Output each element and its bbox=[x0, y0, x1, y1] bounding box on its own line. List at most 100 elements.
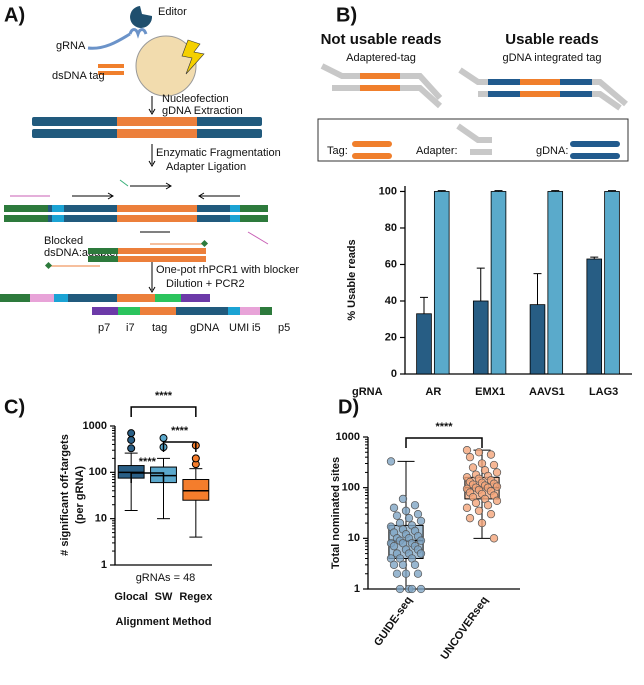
error-bar bbox=[551, 190, 560, 192]
panel-label: C) bbox=[4, 396, 25, 418]
point bbox=[492, 468, 502, 477]
outlier bbox=[127, 429, 136, 438]
y-tick-label: 1000 bbox=[336, 431, 360, 443]
point bbox=[401, 506, 411, 515]
diagram-subtitle: gDNA integrated tag bbox=[502, 52, 601, 64]
panel-label: B) bbox=[336, 4, 357, 26]
bar bbox=[604, 191, 620, 375]
y-tick-label: 100 bbox=[89, 466, 107, 478]
point bbox=[474, 506, 484, 515]
read-diagram: Not usable reads Adaptered-tag Usable re… bbox=[317, 31, 629, 162]
bracket bbox=[130, 472, 165, 483]
bar bbox=[529, 304, 546, 375]
point bbox=[404, 514, 414, 523]
x-tick-label: Regex bbox=[179, 591, 213, 603]
label: UMI bbox=[229, 322, 249, 334]
x-tick-label: SW bbox=[155, 591, 173, 603]
point bbox=[410, 501, 420, 510]
point bbox=[462, 446, 472, 455]
y-tick-label: 10 bbox=[95, 513, 107, 525]
bracket bbox=[162, 441, 197, 452]
point bbox=[392, 511, 402, 520]
y-tick-label: 1 bbox=[354, 583, 360, 595]
point bbox=[465, 453, 475, 462]
label: Blocked bbox=[44, 235, 83, 247]
label: Editor bbox=[158, 6, 187, 18]
point bbox=[389, 542, 399, 551]
diagram-title: Not usable reads bbox=[321, 31, 442, 48]
x-tick-label: Glocal bbox=[114, 591, 148, 603]
label: gDNA bbox=[190, 322, 220, 334]
bar bbox=[490, 191, 507, 375]
point bbox=[477, 518, 487, 528]
legend-label: gDNA: bbox=[536, 145, 568, 157]
point bbox=[483, 501, 493, 510]
point bbox=[392, 569, 402, 578]
point bbox=[477, 459, 487, 468]
label: dsDNA tag bbox=[52, 70, 105, 82]
point bbox=[389, 560, 399, 569]
label: Nucleofection bbox=[162, 93, 229, 105]
label: gDNA Extraction bbox=[162, 105, 243, 117]
point bbox=[395, 584, 405, 594]
panel-label: D) bbox=[338, 396, 359, 418]
label: One-pot rhPCR1 with blocker bbox=[156, 264, 299, 276]
point bbox=[486, 450, 496, 459]
y-tick-label: 80 bbox=[385, 222, 397, 234]
significance: **** bbox=[139, 456, 157, 468]
panel-label: A) bbox=[4, 4, 25, 26]
outlier bbox=[191, 454, 200, 463]
x-tick-label: LAG3 bbox=[589, 386, 618, 398]
x-axis-label: Alignment Method bbox=[116, 616, 212, 628]
bar bbox=[586, 258, 603, 375]
label: i7 bbox=[126, 322, 135, 334]
y-tick-label: 10 bbox=[348, 532, 360, 544]
bracket bbox=[405, 437, 483, 448]
label: Dilution + PCR2 bbox=[166, 278, 245, 290]
outlier bbox=[127, 444, 136, 453]
point bbox=[401, 569, 411, 578]
point bbox=[468, 463, 478, 472]
error-bar bbox=[437, 190, 446, 192]
bracket bbox=[130, 406, 197, 417]
error-bar bbox=[419, 296, 428, 314]
point bbox=[407, 584, 417, 594]
legend-label: Adapter: bbox=[416, 145, 458, 157]
x-tick-label: AR bbox=[425, 386, 441, 398]
label: Adapter Ligation bbox=[166, 161, 246, 173]
label: tag bbox=[152, 322, 167, 334]
label: Enzymatic Fragmentation bbox=[156, 147, 281, 159]
workflow-diagram: Editor gRNA dsDNA tag Nucleofection gDNA… bbox=[0, 6, 299, 334]
label: i5 bbox=[252, 322, 261, 334]
annotation: gRNAs = 48 bbox=[136, 572, 196, 584]
error-bar bbox=[533, 273, 542, 305]
bar bbox=[547, 191, 564, 375]
label: gRNA bbox=[56, 40, 86, 52]
label: p5 bbox=[278, 322, 290, 334]
outlier bbox=[127, 435, 136, 444]
point bbox=[413, 569, 423, 578]
y-axis-label: Total nominated sites bbox=[330, 457, 342, 569]
x-tick-label: UNCOVERseq bbox=[439, 595, 491, 662]
x-tick-label: EMX1 bbox=[475, 386, 505, 398]
point bbox=[416, 584, 426, 594]
error-bar bbox=[608, 190, 617, 192]
y-tick-label: 60 bbox=[385, 258, 397, 270]
y-tick-label: 0 bbox=[391, 368, 397, 380]
bar bbox=[472, 300, 489, 375]
point bbox=[474, 448, 484, 457]
y-tick-label: 100 bbox=[342, 482, 360, 494]
point bbox=[416, 516, 426, 526]
point bbox=[492, 496, 502, 505]
significance: **** bbox=[435, 421, 453, 433]
error-bar bbox=[590, 256, 599, 260]
outlier bbox=[159, 434, 168, 443]
legend-label: Tag: bbox=[327, 145, 348, 157]
point bbox=[386, 457, 396, 466]
point bbox=[389, 503, 399, 512]
point bbox=[471, 498, 481, 508]
point bbox=[462, 503, 472, 512]
y-tick-label: 40 bbox=[385, 295, 397, 307]
significance: **** bbox=[171, 425, 189, 437]
